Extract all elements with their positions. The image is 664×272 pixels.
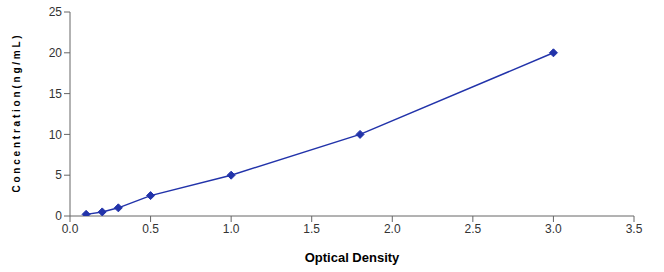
svg-text:20: 20 xyxy=(49,46,63,60)
svg-text:3.0: 3.0 xyxy=(545,222,562,236)
svg-text:1.5: 1.5 xyxy=(303,222,320,236)
svg-text:2.5: 2.5 xyxy=(465,222,482,236)
svg-text:0.5: 0.5 xyxy=(142,222,159,236)
svg-text:5: 5 xyxy=(55,168,62,182)
svg-text:0: 0 xyxy=(55,209,62,223)
svg-text:1.0: 1.0 xyxy=(223,222,240,236)
svg-text:C o n c e n t r a t i o n ( n: C o n c e n t r a t i o n ( n g / m L ) xyxy=(11,35,22,192)
svg-text:10: 10 xyxy=(49,128,63,142)
svg-text:25: 25 xyxy=(49,5,63,19)
svg-text:0.0: 0.0 xyxy=(62,222,79,236)
svg-text:15: 15 xyxy=(49,87,63,101)
svg-text:Optical Density: Optical Density xyxy=(305,250,400,265)
svg-text:2.0: 2.0 xyxy=(384,222,401,236)
svg-text:3.5: 3.5 xyxy=(626,222,643,236)
